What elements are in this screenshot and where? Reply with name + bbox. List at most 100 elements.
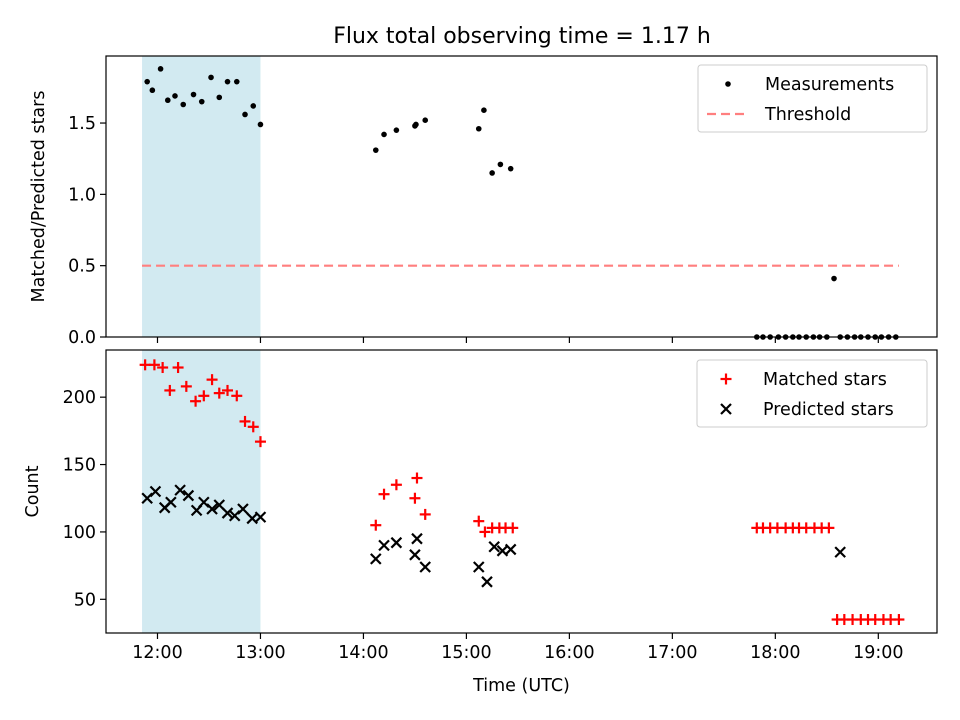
predicted-star-point: [165, 496, 177, 509]
measurement-point: [224, 78, 231, 85]
measurement-point: [475, 125, 482, 132]
predicted-star-point-b: [221, 507, 234, 519]
predicted-star-point-b: [481, 576, 493, 588]
predicted-star-point-b: [419, 561, 431, 573]
predicted-star-point-b: [409, 549, 421, 561]
matched-star-point: [254, 436, 266, 448]
y-tick-label: 200: [63, 388, 96, 408]
measurement-point: [422, 117, 429, 123]
legend-plus: [720, 373, 732, 385]
measurement-point: [242, 111, 248, 118]
measurement-point: [372, 147, 379, 153]
matched-star-point: [390, 479, 402, 491]
matched-star-point: [206, 374, 218, 386]
predicted-star-point-b: [165, 496, 177, 509]
legend-threshold-label: Threshold: [764, 105, 851, 125]
x-tick-label: 12:00: [132, 643, 182, 663]
legend-predicted-label: Predicted stars: [763, 400, 894, 420]
matched-star-point: [473, 515, 485, 527]
measurement-point: [413, 121, 419, 128]
predicted-star-point: [206, 503, 218, 515]
predicted-star-point-b: [182, 489, 195, 502]
predicted-star-point-b: [496, 545, 509, 557]
matched-star-point: [190, 395, 202, 407]
predicted-star-point-b: [237, 503, 249, 515]
predicted-star-point-b: [198, 496, 210, 509]
matched-star-point: [180, 380, 192, 392]
x-tick-label: 19:00: [853, 643, 903, 663]
matched-star-point: [378, 488, 390, 500]
bottom-y-ticks: 50 100 150 200: [63, 388, 106, 610]
bottom-shaded-interval: [142, 350, 261, 633]
predicted-star-point-b: [378, 539, 390, 552]
predicted-star-point: [221, 507, 234, 519]
bottom-panel: 50 100 150 200 12:00 13:00 14:00 15:00 16:00 17:…: [23, 349, 938, 696]
predicted-star-point: [390, 536, 403, 549]
predicted-star-point: [378, 539, 390, 552]
measurement-point: [393, 127, 400, 133]
predicted-star-point-b: [174, 484, 186, 496]
matched-star-point: [139, 359, 151, 371]
predicted-star-point: [370, 553, 382, 565]
y-tick-label: 150: [63, 456, 96, 476]
matched-star-point: [172, 362, 184, 374]
measurement-point: [250, 103, 257, 109]
chart-title: Flux total observing time = 1.17 h: [333, 24, 711, 49]
matched-star-point: [231, 390, 243, 402]
measurement-point: [157, 66, 164, 72]
predicted-star-point: [481, 576, 493, 588]
matched-star-point: [157, 362, 169, 374]
matched-star-point: [239, 415, 251, 427]
matched-star-point: [893, 614, 905, 626]
x-tick-label: 16:00: [544, 643, 594, 663]
predicted-star-point-b: [246, 512, 259, 525]
measurement-point: [381, 131, 387, 138]
matched-stars-points: [139, 359, 905, 626]
matched-star-point: [411, 472, 423, 484]
x-tick-label: 13:00: [235, 643, 285, 663]
measurement-point: [149, 87, 156, 94]
measurement-point: [489, 170, 495, 176]
predicted-star-point-b: [254, 511, 267, 523]
predicted-star-point: [419, 561, 431, 573]
top-x-ticks: [156, 337, 879, 343]
legend-matched-marker: [720, 373, 732, 385]
predicted-star-point: [834, 546, 846, 558]
x-tick-label: 15:00: [441, 643, 491, 663]
bottom-y-axis-label: Count: [23, 465, 43, 517]
measurement-point: [164, 97, 171, 104]
y-tick-label: 1.0: [68, 185, 96, 205]
predicted-star-point: [182, 489, 195, 502]
top-axes-frame: [105, 55, 938, 338]
predicted-star-point-b: [834, 546, 846, 558]
matched-star-point: [198, 390, 210, 402]
predicted-star-point: [237, 503, 249, 515]
matched-star-point: [823, 522, 835, 534]
matched-star-point: [213, 387, 225, 399]
measurement-point: [481, 107, 487, 114]
predicted-star-point-b: [149, 485, 162, 498]
top-y-axis-label: Matched/Predicted stars: [29, 91, 49, 303]
predicted-star-point-b: [411, 532, 423, 545]
measurement-point: [208, 74, 214, 81]
y-tick-label: 50: [74, 590, 96, 610]
measurement-points: [144, 66, 899, 340]
matched-star-point: [507, 522, 519, 534]
measurement-point: [507, 165, 514, 172]
measurement-point: [233, 78, 240, 85]
predicted-star-point: [409, 549, 421, 561]
measurement-point: [172, 93, 178, 99]
matched-star-point: [479, 526, 491, 538]
matched-star-point: [222, 384, 234, 396]
predicted-star-point: [504, 543, 517, 556]
measurement-point: [831, 275, 837, 282]
matched-star-point: [370, 519, 382, 531]
predicted-star-point-b: [206, 503, 218, 515]
legend-predicted-marker: [720, 403, 732, 415]
predicted-star-point-b: [504, 543, 517, 556]
predicted-star-point: [411, 532, 423, 545]
top-legend-box: [697, 64, 928, 133]
measurement-point: [198, 98, 205, 105]
matched-star-point: [409, 492, 421, 504]
